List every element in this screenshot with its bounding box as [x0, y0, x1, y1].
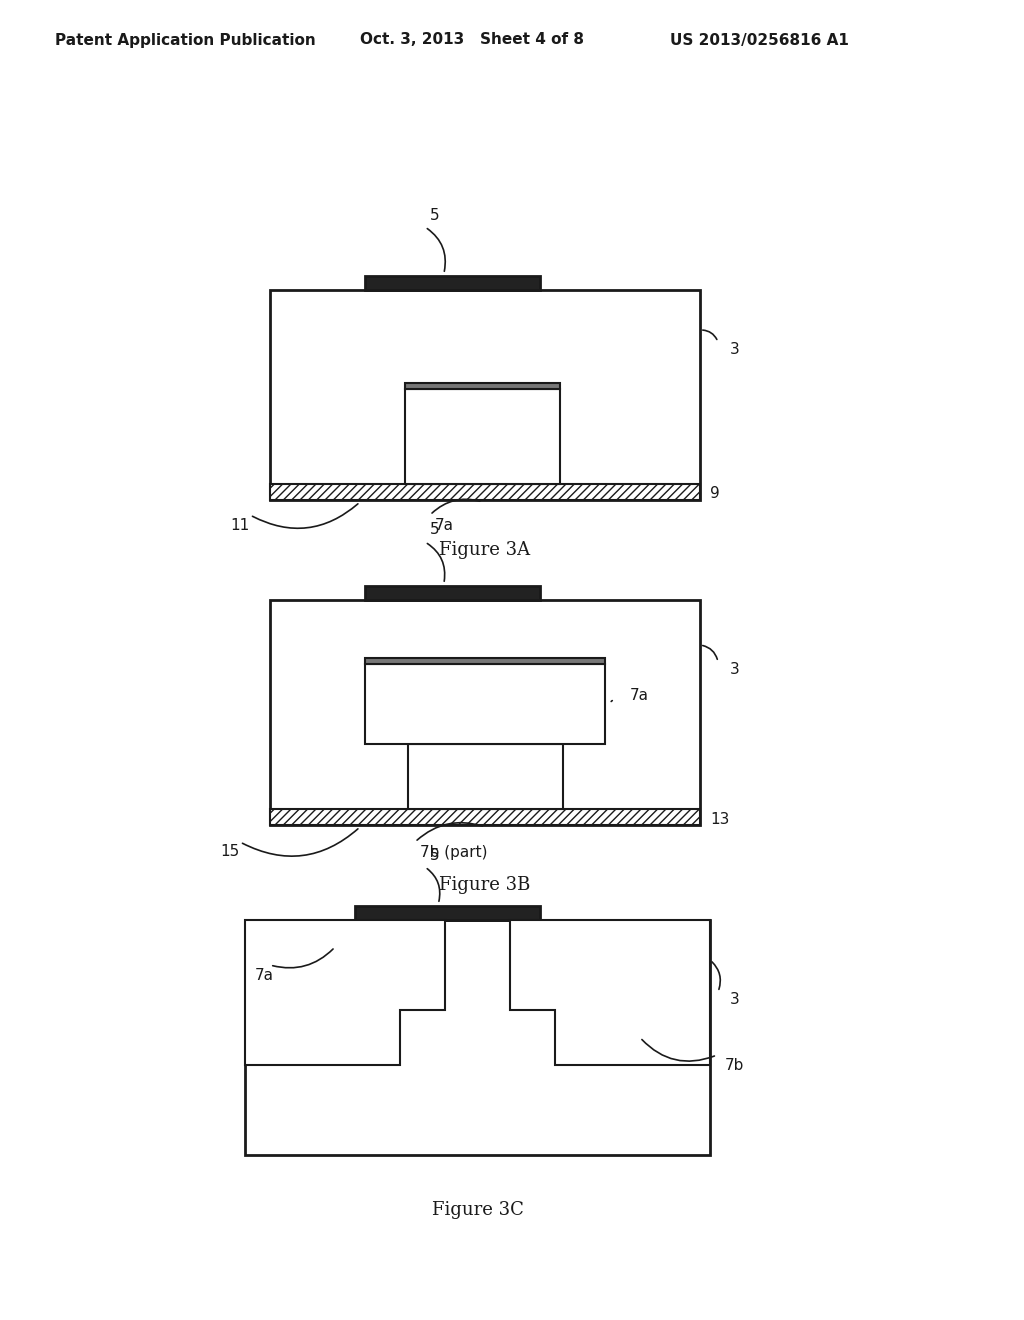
Bar: [406, 389, 560, 484]
Bar: [365, 657, 605, 664]
Text: 5: 5: [430, 207, 439, 223]
Text: 3: 3: [730, 342, 739, 358]
PathPatch shape: [510, 920, 710, 1065]
Bar: [355, 906, 540, 920]
Text: 5: 5: [430, 847, 439, 862]
Bar: [270, 484, 700, 500]
Text: 7a: 7a: [435, 517, 454, 532]
Text: Oct. 3, 2013   Sheet 4 of 8: Oct. 3, 2013 Sheet 4 of 8: [360, 33, 584, 48]
Text: Figure 3C: Figure 3C: [431, 1201, 523, 1218]
Bar: [270, 290, 700, 500]
Text: Patent Application Publication: Patent Application Publication: [55, 33, 315, 48]
Bar: [270, 601, 700, 825]
Text: 7b: 7b: [725, 1057, 744, 1072]
Text: 7a: 7a: [255, 968, 274, 982]
Text: 13: 13: [710, 812, 729, 826]
Bar: [270, 809, 700, 825]
Text: 3: 3: [730, 993, 739, 1007]
Text: 9: 9: [710, 487, 720, 502]
Text: 11: 11: [230, 517, 249, 532]
Text: 7a: 7a: [630, 688, 649, 702]
Bar: [365, 276, 540, 290]
Bar: [408, 744, 562, 809]
Text: US 2013/0256816 A1: US 2013/0256816 A1: [670, 33, 849, 48]
PathPatch shape: [245, 920, 445, 1065]
Text: 7b (part): 7b (part): [420, 845, 487, 859]
Text: Figure 3A: Figure 3A: [439, 541, 530, 558]
Bar: [365, 586, 540, 601]
Bar: [365, 664, 605, 744]
Bar: [406, 383, 560, 389]
Text: 3: 3: [730, 663, 739, 677]
Bar: [245, 920, 710, 1155]
Text: 15: 15: [220, 845, 240, 859]
Text: 5: 5: [430, 523, 439, 537]
Text: Figure 3B: Figure 3B: [439, 876, 530, 894]
